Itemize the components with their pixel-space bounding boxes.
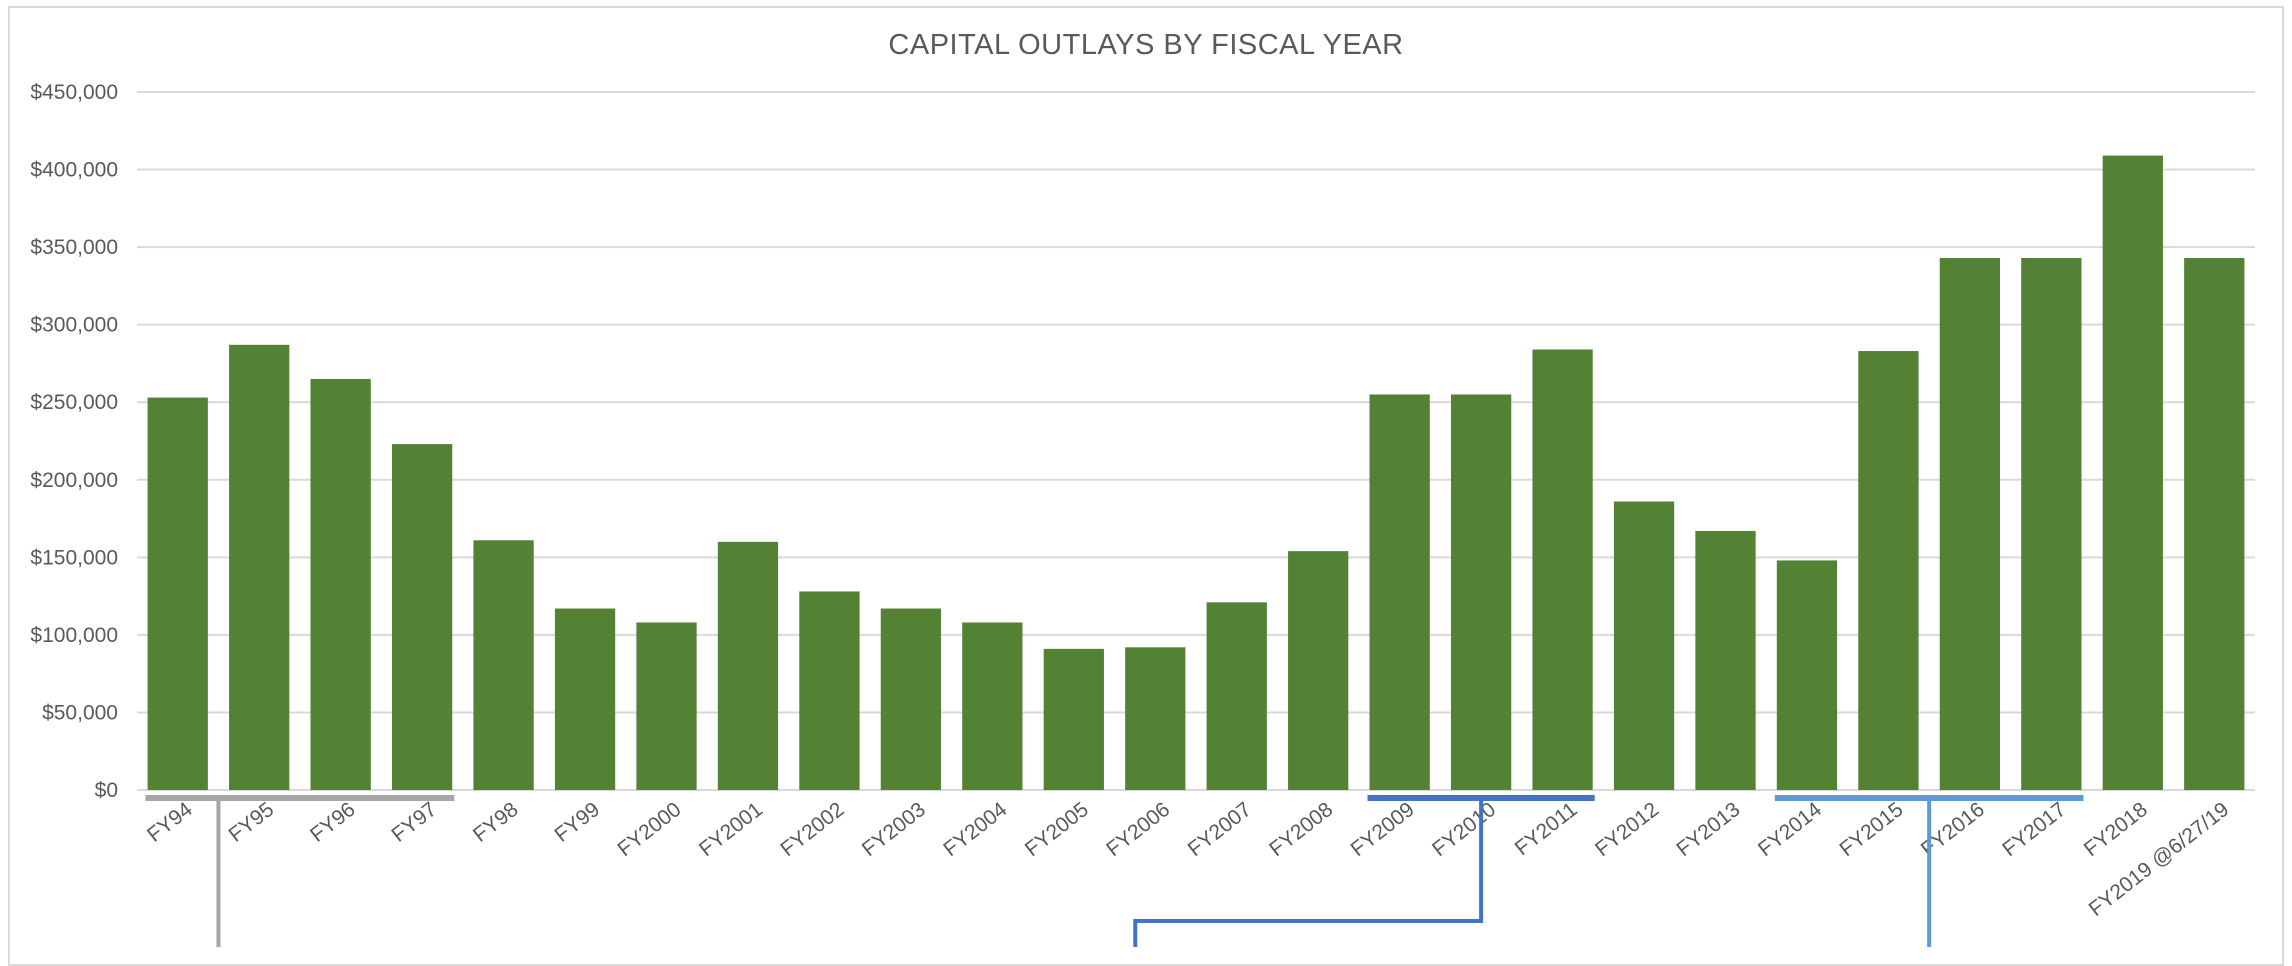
y-tick-label: $150,000 [30,546,118,569]
period-bracket [1133,795,1595,947]
y-tick-label: $0 [95,779,118,802]
period-bracket [1774,795,2084,947]
chart-title: CAPITAL OUTLAYS BY FISCAL YEAR [888,29,1403,61]
bar [1288,551,1349,790]
bar [636,622,697,790]
bar [1369,394,1430,790]
gridlines [137,91,2255,791]
bar [2102,155,2163,790]
x-tick-label: FY2014 [1754,798,1826,862]
x-tick-label: FY2008 [1265,798,1337,861]
x-tick-label: FY96 [306,798,360,847]
bar [717,541,779,790]
x-tick-label: FY94 [143,798,197,847]
bar [310,378,371,790]
x-tick-label: FY2004 [939,798,1011,862]
bar [473,540,534,790]
bar [554,608,616,790]
x-tick-label: FY2019 @6/27/19 [2085,798,2234,921]
x-tick-label: FY99 [550,798,604,847]
bar [962,622,1023,790]
bar [799,591,860,790]
bar [1043,648,1104,790]
y-tick-label: $200,000 [30,469,118,492]
x-tick-label: FY2017 [1998,798,2070,861]
bar [229,344,290,790]
bar [2021,257,2082,791]
y-tick-label: $50,000 [42,701,118,724]
y-tick-label: $100,000 [30,624,118,647]
x-tick-label: FY95 [225,798,279,847]
x-tick-label: FY2013 [1672,798,1744,861]
x-tick-label: FY2005 [1021,798,1093,861]
y-axis-tick-labels: $0 $50,000 $100,000 $150,000 $200,000 $250,00… [30,81,118,802]
bar [1776,560,1838,790]
bar [1532,349,1593,790]
x-tick-label: FY2007 [1184,798,1256,861]
bracket-connector [1133,798,1484,947]
x-tick-label: FY2011 [1511,798,1582,860]
bar [147,397,208,790]
y-tick-label: $250,000 [30,391,118,414]
x-tick-label: FY2003 [858,798,930,861]
y-tick-label: $300,000 [30,314,118,337]
x-tick-label: FY2002 [776,798,848,861]
x-tick-label: FY2018 [2080,798,2152,861]
x-tick-label: FY2001 [695,798,767,861]
x-tick-label: FY97 [387,798,441,847]
bars [147,155,2245,791]
y-tick-label: $450,000 [30,81,118,104]
x-axis-tick-labels: FY94 FY95 FY96 FY97 FY98 FY99 FY2000 FY2001 FY20… [143,798,2233,921]
bar [391,444,453,790]
y-tick-label: $350,000 [30,236,118,259]
bar [1939,257,2001,791]
x-tick-label: FY2000 [613,798,685,861]
x-tick-label: FY2009 [1347,798,1419,861]
period-bracket [145,795,455,947]
bar [1450,394,1512,790]
bar [1695,530,1756,790]
bar [2184,257,2245,791]
bar [1613,501,1675,790]
x-tick-label: FY2006 [1102,798,1174,861]
period-brackets [145,795,2084,947]
x-tick-label: FY2015 [1835,798,1907,861]
bar [1206,602,1267,790]
y-tick-label: $400,000 [30,159,118,182]
x-tick-label: FY98 [469,798,523,847]
bar [1125,647,1186,790]
x-tick-label: FY2012 [1591,798,1663,861]
x-tick-label: FY2010 [1428,798,1500,861]
bar [1858,351,1919,790]
bar [880,608,942,790]
